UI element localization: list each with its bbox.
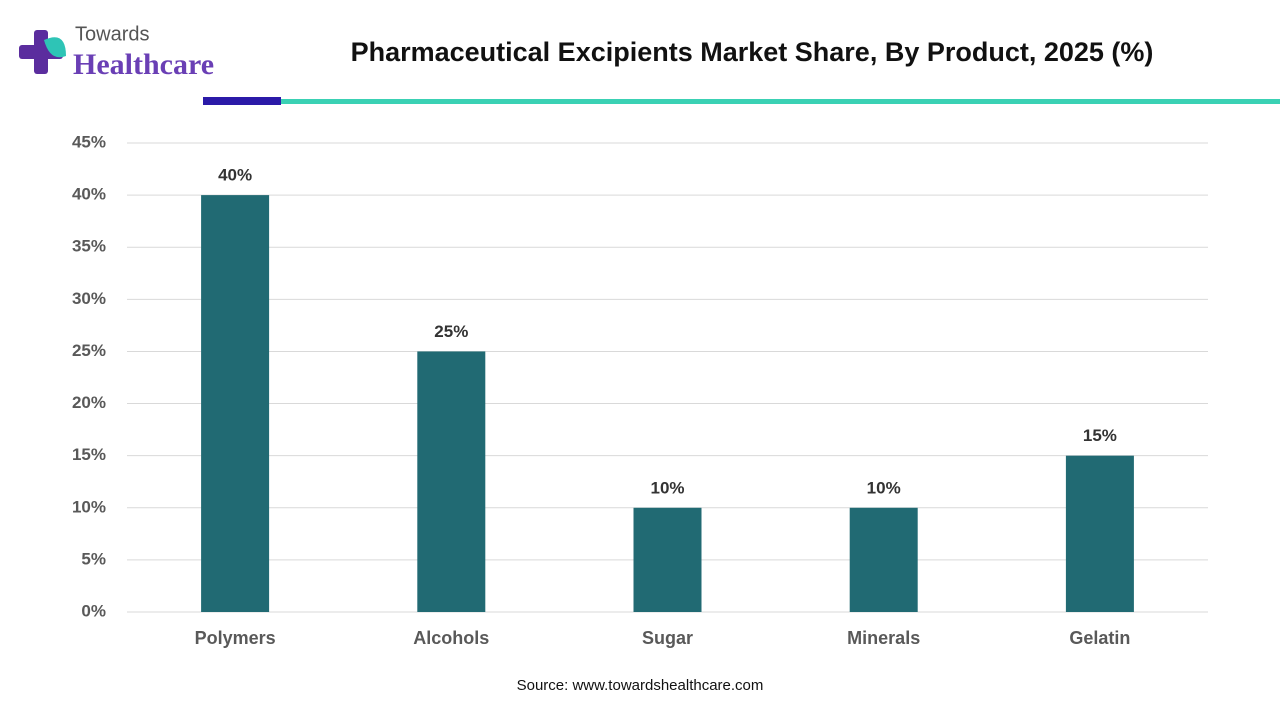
bar — [633, 507, 702, 612]
chart-title: Pharmaceutical Excipients Market Share, … — [351, 37, 1154, 67]
x-tick-label: Minerals — [847, 628, 920, 648]
y-tick-label: 0% — [81, 601, 106, 620]
data-label: 25% — [434, 322, 468, 341]
data-label: 10% — [650, 478, 684, 497]
divider — [281, 99, 1280, 104]
data-label: 10% — [867, 478, 901, 497]
x-tick-label: Gelatin — [1069, 628, 1130, 648]
y-tick-label: 15% — [72, 445, 106, 464]
bar — [1065, 455, 1134, 612]
y-tick-label: 20% — [72, 393, 106, 412]
bar — [849, 507, 918, 612]
x-tick-label: Alcohols — [413, 628, 489, 648]
logo: Towards Healthcare — [19, 23, 214, 81]
bar — [201, 195, 270, 612]
y-tick-label: 45% — [72, 132, 106, 151]
logo-line2: Healthcare — [73, 48, 214, 81]
y-tick-label: 35% — [72, 237, 106, 256]
source: Source: www.towardshealthcare.com — [517, 677, 764, 694]
data-label: 40% — [218, 166, 252, 185]
x-tick-label: Sugar — [642, 628, 693, 648]
divider — [203, 97, 281, 105]
bar — [417, 351, 486, 612]
y-tick-label: 25% — [72, 341, 106, 360]
logo-leaf — [44, 37, 66, 58]
y-tick-label: 40% — [72, 185, 106, 204]
y-tick-label: 30% — [72, 289, 106, 308]
y-tick-label: 5% — [81, 549, 106, 568]
data-label: 15% — [1083, 426, 1117, 445]
y-tick-label: 10% — [72, 497, 106, 516]
x-tick-label: Polymers — [195, 628, 276, 648]
logo-line1: Towards — [75, 23, 149, 45]
